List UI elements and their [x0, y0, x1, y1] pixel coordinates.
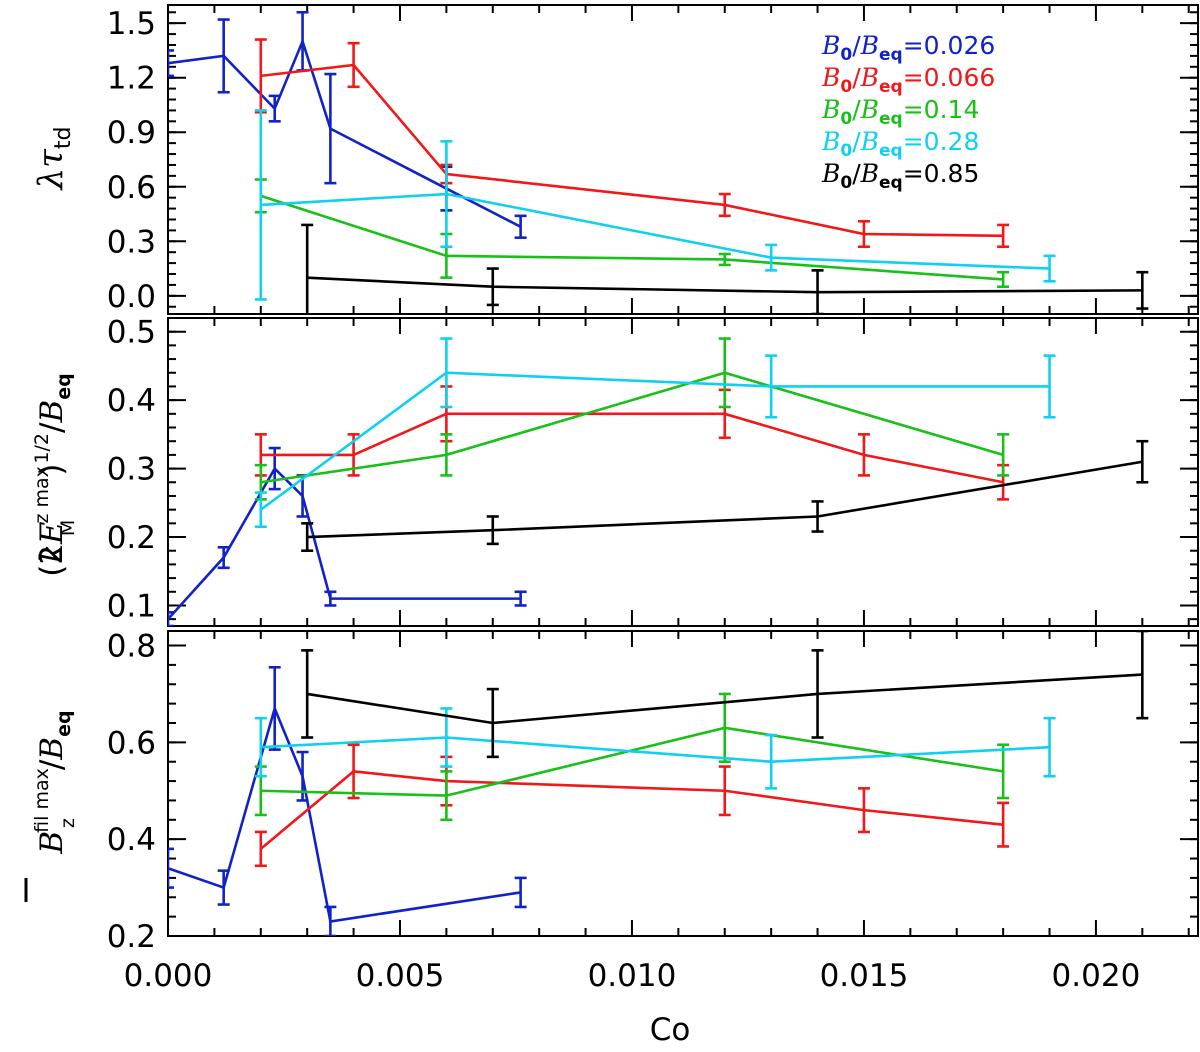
- series-line-bottom-2: [260, 726, 1004, 797]
- x-tick-label: 0.000: [124, 958, 213, 994]
- y-axis-title-middle: (2kEz maxM)1/2/Beq: [31, 373, 79, 577]
- series-group-bottom: [168, 631, 1149, 936]
- y-tick-label: 0.1: [107, 588, 156, 624]
- y-tick-label: 0.5: [107, 315, 156, 351]
- y-tick-label: 0.6: [107, 170, 156, 206]
- legend: B0/Beq=0.026 B0/Beq=0.066 B0/Beq=0.14 B0…: [821, 31, 995, 193]
- series-line-top-2: [260, 194, 1004, 281]
- x-tick-label: 0.005: [356, 958, 445, 994]
- plot-frame-middle: [167, 317, 1199, 627]
- y-tick-label: 0.4: [107, 822, 156, 858]
- legend-entry-3: B0/Beq=0.28: [821, 127, 979, 161]
- series-line-middle-2: [260, 371, 1004, 484]
- x-tick-label: 0.020: [1052, 958, 1141, 994]
- x-tick-label: 0.010: [588, 958, 677, 994]
- series-line-bottom-4: [306, 673, 1143, 725]
- series-group-top: [168, 10, 1149, 314]
- series-line-top-3: [260, 192, 1050, 270]
- panel-top: 0.0 0.3 0.6 0.9 1.2 1.5: [107, 4, 1199, 315]
- y-tick-label: 0.0: [107, 279, 156, 315]
- series-group-middle: [168, 337, 1149, 626]
- legend-entry-1: B0/Beq=0.066: [821, 63, 995, 97]
- legend-entry-4: B0/Beq=0.85: [821, 159, 979, 193]
- legend-entry-0: B0/Beq=0.026: [821, 31, 995, 65]
- panels: 0.00.30.60.91.21.50.10.20.30.40.50.20.40…: [107, 4, 1199, 994]
- y-tick-label: 0.3: [107, 224, 156, 260]
- x-axis-title: Co: [650, 1012, 691, 1048]
- series-line-middle-3: [260, 371, 1050, 511]
- plot-frame-top: [167, 4, 1199, 315]
- x-tick-label: 0.015: [820, 958, 909, 994]
- panel-middle: 0.1 0.2 0.3 0.4 0.5: [107, 315, 1199, 627]
- y-tick-label: 0.4: [107, 383, 156, 419]
- y-tick-label: 0.2: [107, 919, 156, 955]
- panel-bottom: 0.2 0.4 0.6 0.8: [107, 629, 1199, 955]
- series-line-top-1: [260, 63, 1004, 238]
- y-tick-label: 0.8: [107, 629, 156, 665]
- series-line-bottom-3: [260, 736, 1050, 764]
- y-tick-label: 0.6: [107, 725, 156, 761]
- series-line-middle-4: [307, 460, 1143, 539]
- y-tick-label: 0.3: [107, 452, 156, 488]
- y-axis-title-top: λτtd: [31, 127, 76, 192]
- series-line-top-4: [307, 276, 1143, 294]
- series-line-middle-0: [168, 466, 521, 621]
- series-line-middle-1: [260, 412, 1004, 484]
- y-tick-label: 1.2: [107, 61, 156, 97]
- plot-frame-bottom: [167, 630, 1199, 937]
- y-tick-label: 0.2: [107, 520, 156, 556]
- series-line-bottom-0: [168, 704, 521, 923]
- series-line-bottom-1: [259, 770, 1004, 850]
- y-axis-title-bottom: Bfil max z/Beq: [31, 710, 79, 854]
- legend-entry-2: B0/Beq=0.14: [821, 95, 979, 129]
- y-tick-label: 1.5: [107, 6, 156, 42]
- y-tick-label: 0.9: [107, 115, 156, 151]
